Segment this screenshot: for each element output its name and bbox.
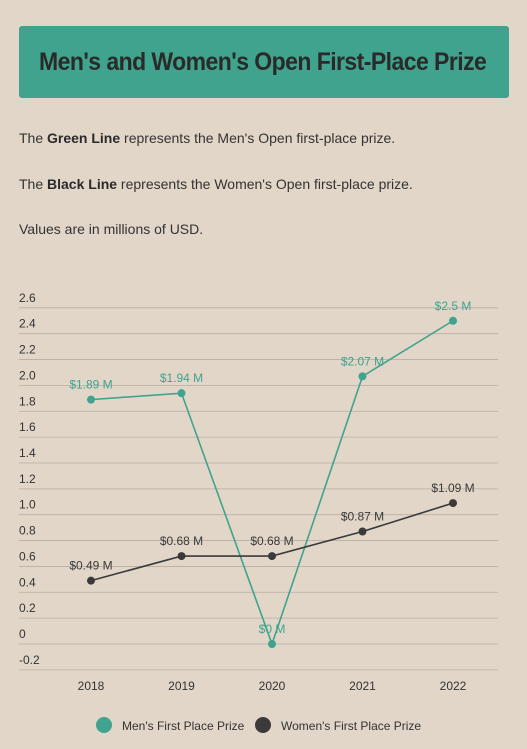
data-label: $2.07 M [341,354,384,368]
y-tick-label: 0.2 [19,601,36,615]
y-tick-label: 1.2 [19,472,36,486]
data-label: $2.5 M [435,299,472,313]
chart-grid [19,307,498,671]
x-tick-label: 2021 [349,679,376,693]
x-tick-label: 2019 [168,679,195,693]
legend-swatch [96,717,112,733]
chart-series: $1.89 M $1.94 M$0 M$2.07 M$2.5 M$0.49 M$0… [69,299,475,648]
series-line [90,320,454,647]
y-tick-label: 0.4 [19,575,36,589]
legend-label: Men's First Place Prize [122,719,245,733]
data-label: $0.68 M [160,534,203,548]
x-tick-label: 2020 [259,679,286,693]
y-tick-label: 1.4 [19,446,36,460]
data-point [358,527,367,536]
legend-label: Women's First Place Prize [281,719,421,733]
green-line-text: represents the Men's Open first-place pr… [120,130,396,146]
data-point [268,640,276,648]
series-men: $1.89 M $1.94 M $0 M $2.07 M $2.5 M [69,299,471,648]
page-title: Men's and Women's Open First-Place Prize [39,47,487,76]
description-black-line: The Black Line represents the Women's Op… [19,176,413,192]
y-tick-label: 2.0 [19,368,36,382]
data-point [177,552,186,561]
black-line-text: represents the Women's Open first-place … [117,176,413,192]
data-point [268,552,276,561]
chart-legend: Men's First Place Prize Women's First Pla… [96,717,421,733]
y-tick-label: 0.8 [19,524,36,538]
black-line-label: Black Line [47,176,118,192]
y-axis-ticks: -0.2 0 0.2 0.4 0.6 0.8 1.0 1.2 1.4 1.6 1.8 2.0 2.2 2.… [19,291,40,667]
x-tick-label: 2022 [440,679,467,693]
data-label: $1.94 M [160,371,203,385]
data-point [358,372,367,381]
data-label: $1.09 M [431,481,474,495]
data-label: $0 M [259,622,286,636]
y-tick-label: 0.6 [19,549,36,563]
x-tick-label: 2018 [78,679,105,693]
green-line-label: Green Line [47,130,121,146]
y-tick-label: 2.6 [19,291,36,305]
description-green-line: The Green Line represents the Men's Open… [19,130,396,146]
data-point [87,395,95,404]
y-tick-label: 2.4 [19,317,36,331]
y-tick-label: 1.6 [19,420,36,434]
data-label: $0.87 M [341,510,384,524]
data-point [449,316,457,325]
y-tick-label: 1.0 [19,498,36,512]
y-tick-label: 1.8 [19,394,36,408]
title-banner: Men's and Women's Open First-Place Prize [19,26,509,98]
y-tick-label: -0.2 [19,653,40,667]
legend-swatch [255,717,271,733]
data-label: $1.89 M [69,378,112,392]
data-label: $0.49 M [69,559,112,573]
data-point [87,576,95,585]
description-units: Values are in millions of USD. [19,221,204,237]
data-point [177,389,186,398]
series-women: $0.49 M $0.68 M $0.68 M $0.87 M $1.09 M [69,481,475,585]
data-label: $0.68 M [250,534,293,548]
data-point [449,499,457,508]
y-tick-label: 2.2 [19,343,36,357]
y-tick-label: 0 [19,627,26,641]
x-axis-ticks: 2018 2019 2020 2021 2022 [78,679,467,693]
